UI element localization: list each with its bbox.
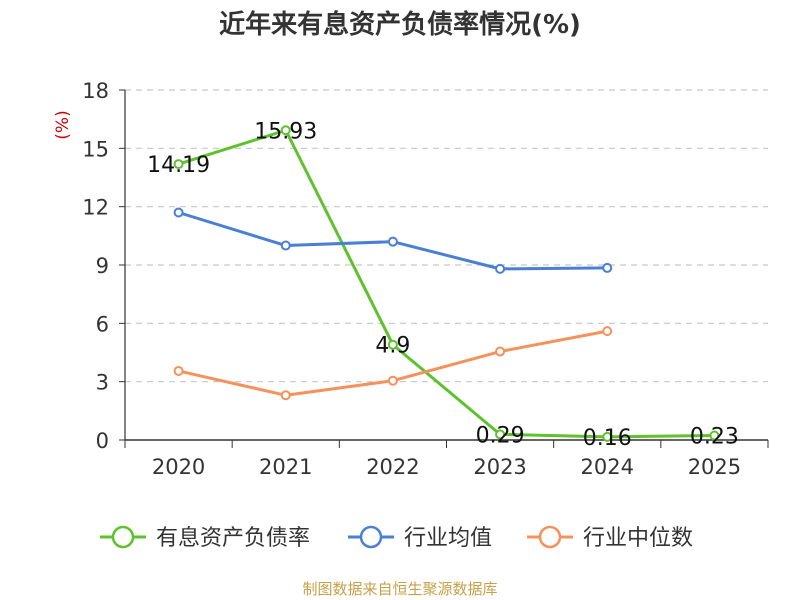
chart-title: 近年来有息资产负债率情况(%)	[219, 10, 581, 40]
legend-marker	[111, 525, 135, 549]
legend-marker	[538, 525, 562, 549]
y-tick-label: 0	[96, 429, 109, 453]
data-point	[173, 365, 184, 376]
data-label: 0.16	[583, 426, 632, 451]
x-tick-label: 2020	[152, 455, 205, 479]
grid-lines	[125, 89, 768, 383]
data-point	[709, 430, 720, 441]
y-axis-label: (%)	[53, 110, 73, 139]
data-label: 15.93	[254, 119, 317, 144]
y-tick-label: 3	[96, 371, 109, 395]
data-point	[280, 240, 291, 251]
x-tick-label: 2025	[688, 455, 741, 479]
data-point	[387, 236, 398, 247]
data-label: 0.29	[476, 423, 525, 448]
y-tick-label: 6	[96, 312, 109, 336]
legend-label: 行业中位数	[583, 526, 693, 551]
data-point	[387, 339, 398, 350]
legend-label: 有息资产负债率	[156, 526, 310, 551]
legend: 有息资产负债率 行业均值 行业中位数	[100, 525, 693, 551]
y-tick-label: 15	[82, 137, 109, 161]
data-point	[602, 262, 613, 273]
data-point	[495, 346, 506, 357]
data-label: 14.19	[147, 153, 210, 178]
data-point	[387, 375, 398, 386]
series-line-0	[178, 128, 715, 439]
data-point	[173, 207, 184, 218]
data-point	[173, 159, 184, 170]
data-label: 4.9	[375, 334, 410, 359]
data-label: 0.23	[690, 425, 739, 450]
data-source-note: 制图数据来自恒生聚源数据库	[302, 580, 498, 598]
data-point	[280, 390, 291, 401]
data-point	[280, 125, 291, 136]
y-tick-label: 12	[82, 196, 109, 220]
data-point	[495, 263, 506, 274]
x-tick-label: 2023	[473, 455, 526, 479]
legend-label: 行业均值	[404, 526, 492, 551]
data-labels: 14.19 15.93 4.9 0.29 0.16 0.23	[147, 119, 739, 451]
legend-marker	[359, 525, 383, 549]
series-group	[173, 125, 720, 442]
data-point	[495, 429, 506, 440]
data-point	[602, 431, 613, 442]
x-tick-label: 2022	[366, 455, 419, 479]
y-tick-label: 9	[96, 254, 109, 278]
x-tick-label: 2021	[259, 455, 312, 479]
y-tick-label: 18	[82, 79, 109, 103]
x-tick-label: 2024	[581, 455, 634, 479]
axes: 0 3 6 9 12 15 18 (%) 2020 2021 2022 2023 2024 2025	[53, 79, 769, 479]
data-point	[602, 326, 613, 337]
